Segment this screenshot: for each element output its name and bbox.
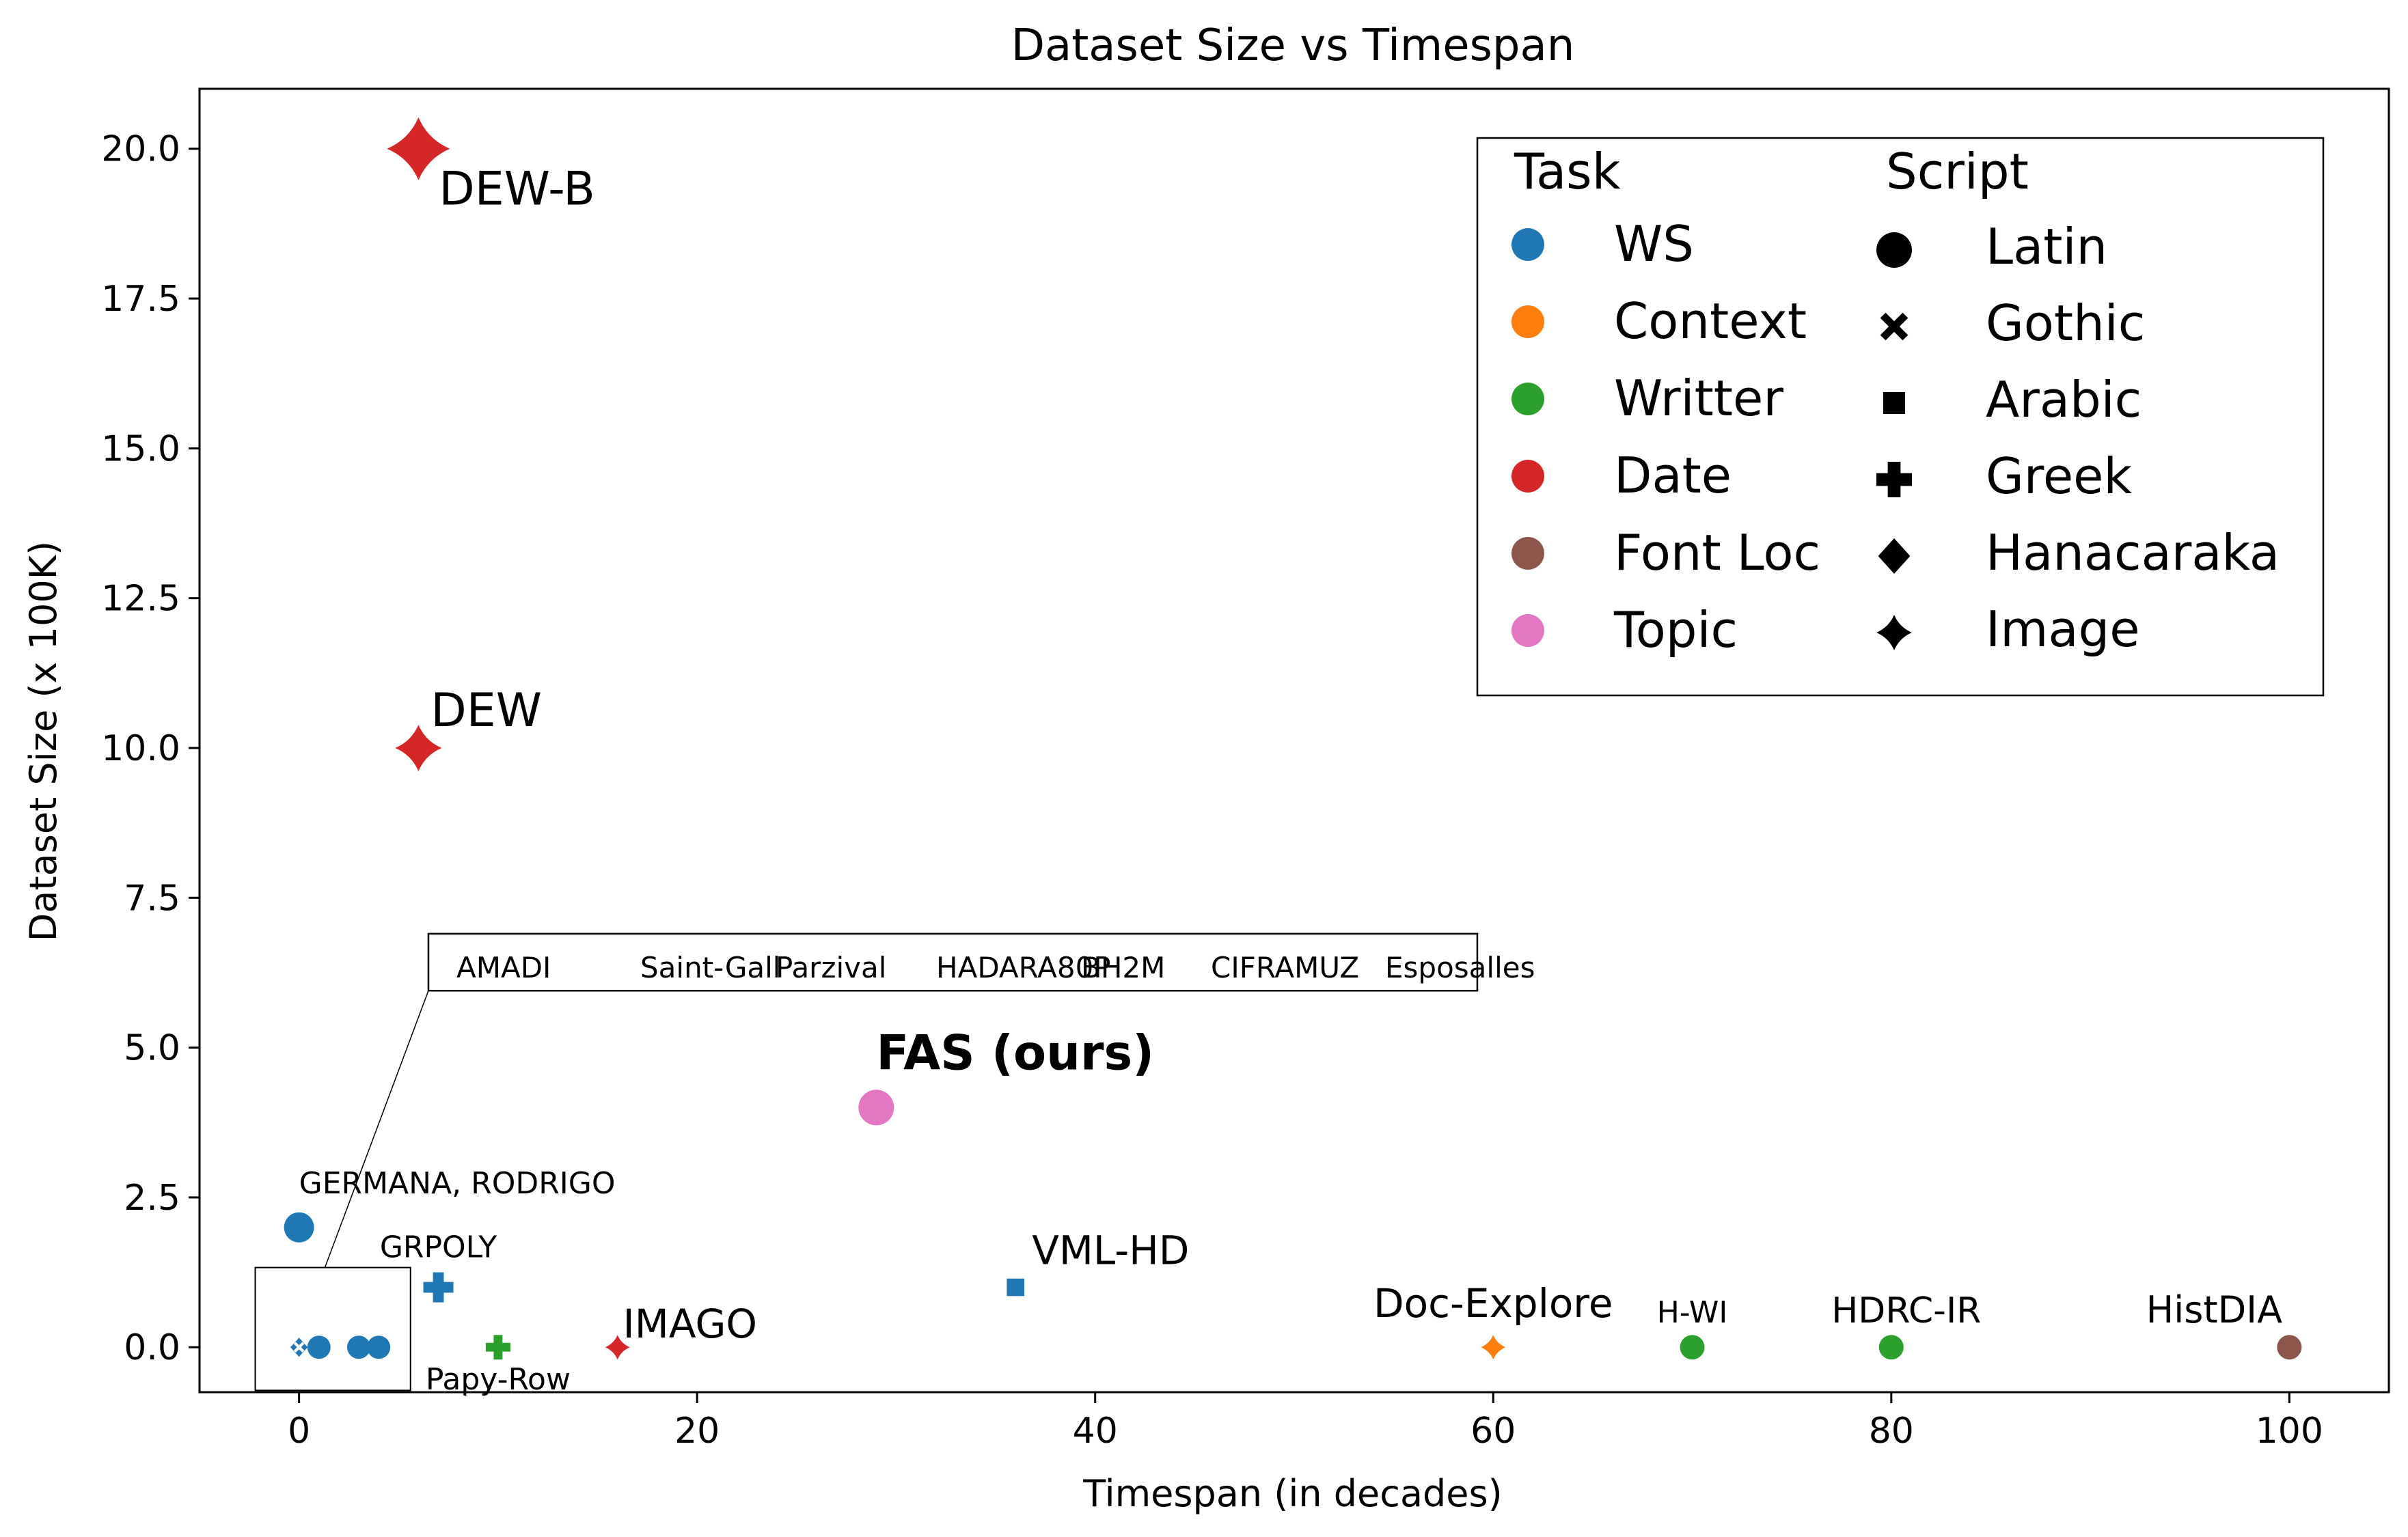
- y-tick-label: 7.5: [124, 878, 180, 919]
- data-point-label: DEW: [430, 684, 542, 738]
- y-axis-label: Dataset Size (x 100K): [22, 541, 65, 941]
- legend-script-marker: [1880, 312, 1908, 341]
- legend-task-label: Context: [1614, 292, 1807, 350]
- y-tick-label: 20.0: [101, 129, 180, 170]
- x-tick-label: 20: [674, 1411, 720, 1452]
- y-tick-label: 2.5: [124, 1178, 180, 1219]
- x-axis-ticks: 0 20 40 60 80 100: [288, 1392, 2323, 1452]
- data-point-label: HistDIA: [2146, 1288, 2282, 1331]
- cluster-callout: AMADI Saint-GallParzival HADARA80PBH2M CIFR…: [254, 932, 1535, 1391]
- cluster-point-marker: [307, 1335, 331, 1359]
- cluster-name: HADARA80P: [936, 951, 1111, 984]
- data-point-marker: [1481, 1335, 1506, 1360]
- legend-task-swatch: [1511, 460, 1544, 493]
- data-point-label: GERMANA, RODRIGO: [299, 1166, 616, 1201]
- data-point-marker: [1878, 1335, 1904, 1360]
- cluster-point-marker: [293, 1342, 305, 1353]
- data-point-label: HDRC-IR: [1831, 1290, 1981, 1331]
- legend-task-label: Date: [1614, 447, 1732, 504]
- x-tick-label: 80: [1869, 1411, 1914, 1452]
- legend-script-marker: [1876, 615, 1912, 650]
- data-point-label: VML-HD: [1032, 1227, 1189, 1273]
- cluster-name: Parzival: [776, 951, 886, 984]
- legend-script-entries: Latin Gothic Arabic Greek Hanacaraka Image: [1876, 218, 2280, 658]
- legend-script-label: Greek: [1986, 447, 2132, 505]
- data-point-label: DEW-B: [439, 163, 595, 217]
- y-tick-label: 12.5: [101, 579, 180, 620]
- legend-script-title: Script: [1886, 143, 2029, 200]
- plot-frame: [198, 87, 2390, 1394]
- legend-task-swatch: [1511, 383, 1544, 415]
- legend-task-entries: WS Context Writter Date Font Loc Topic: [1511, 215, 1820, 659]
- legend-task-label: WS: [1614, 215, 1694, 273]
- data-point-label: FAS (ours): [876, 1025, 1154, 1081]
- y-axis-ticks: 0.0 2.5 5.0 7.5 10.0 12.5 15.0 17.5 20.0: [101, 129, 200, 1368]
- cluster-name: Saint-Gall: [640, 951, 780, 984]
- legend-script-label: Latin: [1986, 218, 2107, 275]
- legend-task-swatch: [1511, 305, 1544, 338]
- legend-task-title: Task: [1514, 143, 1621, 200]
- cluster-name: CIFRAMUZ: [1211, 951, 1359, 984]
- plot-area: 0 20 40 60 80 100 0.0 2.5 5.0 7.5 10.0 12.5 15.0 17.…: [101, 87, 2390, 1452]
- cluster-name: Esposalles: [1385, 951, 1535, 984]
- data-point-marker: [1680, 1335, 1705, 1360]
- y-tick-label: 5.0: [124, 1028, 180, 1069]
- legend-script-label: Arabic: [1986, 371, 2142, 428]
- cluster-name: AMADI: [456, 951, 551, 984]
- y-tick-label: 15.0: [101, 428, 180, 469]
- legend-task-label: Writter: [1614, 370, 1783, 427]
- x-tick-label: 100: [2256, 1411, 2323, 1452]
- data-point-label: Doc-Explore: [1373, 1280, 1613, 1327]
- x-tick-label: 40: [1073, 1411, 1118, 1452]
- legend-script-marker: [1878, 538, 1911, 574]
- data-point-labels: DEW-B DEW FAS (ours) GERMANA, RODRIGO GRPOLY…: [299, 163, 2282, 1397]
- cluster-name: BH2M: [1081, 951, 1165, 984]
- data-points: [284, 117, 2302, 1360]
- legend-script-label: Hanacaraka: [1986, 524, 2280, 581]
- data-point-marker: [605, 1335, 630, 1360]
- x-axis-label: Timespan (in decades): [1082, 1472, 1503, 1515]
- data-point-marker: [858, 1090, 894, 1126]
- cluster-names-box: [427, 932, 1479, 992]
- data-point-label: GRPOLY: [380, 1230, 497, 1264]
- legend-task-label: Topic: [1613, 601, 1738, 659]
- legend-task-swatch: [1511, 228, 1544, 261]
- cluster-connector-line: [324, 990, 429, 1268]
- data-point-marker: [485, 1335, 510, 1360]
- legend-task-swatch: [1511, 614, 1544, 647]
- legend-script-marker: [1876, 232, 1912, 268]
- chart-title: Dataset Size vs Timespan: [1011, 20, 1575, 71]
- data-point-label: IMAGO: [623, 1301, 757, 1347]
- legend-script-label: Gothic: [1986, 294, 2145, 352]
- y-tick-label: 0.0: [124, 1327, 180, 1368]
- cluster-point-marker: [367, 1335, 391, 1359]
- legend-script-marker: [1883, 392, 1905, 414]
- legend-frame: [1476, 137, 2325, 697]
- cluster-names: AMADI Saint-GallParzival HADARA80PBH2M CIFR…: [456, 951, 1535, 984]
- legend: Task Script WS Context Writter Date Font Loc…: [1476, 137, 2325, 697]
- cluster-box: [254, 1266, 411, 1391]
- data-point-marker: [284, 1212, 314, 1243]
- data-point-marker: [395, 724, 442, 771]
- y-tick-label: 17.5: [101, 279, 180, 320]
- legend-script-label: Image: [1986, 600, 2140, 658]
- y-tick-label: 10.0: [101, 728, 180, 769]
- cluster-point-marker: [347, 1335, 371, 1359]
- data-point-marker: [423, 1272, 454, 1303]
- legend-script-marker: [1876, 462, 1912, 497]
- x-tick-label: 0: [288, 1411, 310, 1452]
- data-point-label: Papy-Row: [426, 1362, 571, 1397]
- data-point-marker: [387, 117, 450, 180]
- data-point-marker: [2277, 1335, 2302, 1360]
- data-point-label: H-WI: [1657, 1295, 1728, 1330]
- legend-task-label: Font Loc: [1614, 524, 1820, 581]
- data-point-marker: [1007, 1278, 1025, 1297]
- legend-task-swatch: [1511, 537, 1544, 570]
- x-tick-label: 60: [1470, 1411, 1516, 1452]
